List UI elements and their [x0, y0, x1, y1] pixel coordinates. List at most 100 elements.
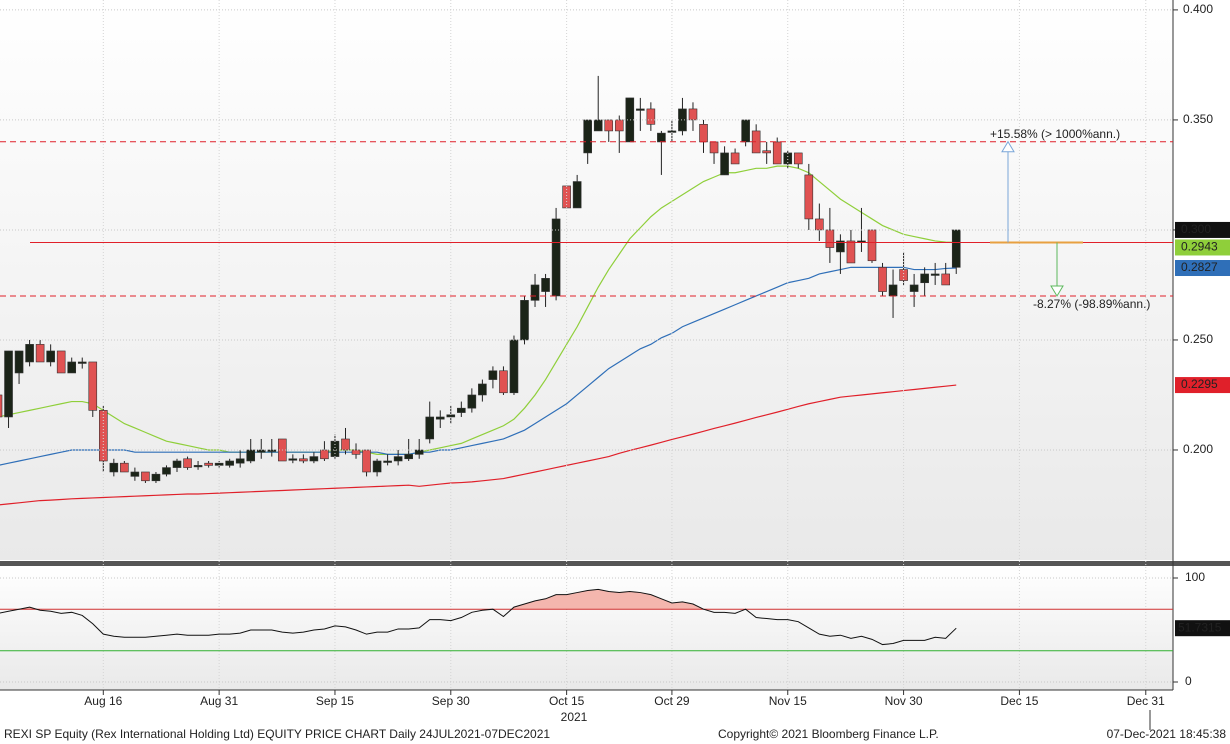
candle-body [330, 440, 340, 457]
candle-body [404, 454, 413, 460]
candle-body [541, 278, 550, 292]
x-tick-label: Dec 31 [1127, 694, 1165, 708]
x-tick-label: Aug 16 [84, 694, 122, 708]
candle-body [709, 141, 719, 154]
ma-label: 0.2295 [1181, 377, 1218, 391]
upper-arrow-head [1001, 140, 1015, 153]
candle-body [699, 124, 708, 143]
rsi-line [0, 588, 957, 646]
candle-body [583, 119, 592, 154]
y-tick-label: 0 [1185, 674, 1192, 688]
x-tick-label: Dec 15 [1000, 694, 1038, 708]
candle-body [793, 152, 803, 165]
candle-body [425, 416, 435, 440]
candle-body [309, 456, 319, 462]
last-price-label: 0.300 [1181, 222, 1211, 236]
price-panel [0, 0, 1173, 560]
candle-body [930, 273, 940, 276]
ma-label-box [1175, 260, 1230, 277]
candle-body [14, 350, 24, 374]
candle-body [499, 370, 508, 394]
candle-body [488, 370, 498, 380]
candle-body [225, 460, 234, 466]
candle-body [941, 273, 951, 286]
candle-body [688, 108, 698, 121]
candle-body [951, 229, 961, 268]
candle-body [299, 458, 308, 462]
candle-body [636, 108, 645, 111]
candle-body [772, 141, 782, 165]
candle-body [351, 449, 361, 455]
candle-body [741, 119, 750, 143]
candle-body [920, 273, 929, 284]
x-tick-label: Aug 31 [200, 694, 238, 708]
rsi-value-box [1175, 620, 1230, 637]
candle-body [804, 174, 814, 220]
x-tick-label: Sep 15 [316, 694, 354, 708]
moving-average [0, 266, 957, 466]
candle-body [362, 449, 371, 473]
candle-body [372, 460, 382, 473]
ma-label: 0.2827 [1181, 260, 1218, 274]
candle-body [825, 229, 835, 248]
timestamp: 07-Dec-2021 18:45:38 [1107, 727, 1227, 741]
candle-body [867, 229, 877, 262]
candle-body [56, 350, 66, 374]
candle-body [235, 458, 245, 464]
candle-body [25, 344, 34, 363]
candle-body [120, 462, 129, 473]
candle-body [183, 458, 192, 468]
candle-body [35, 344, 45, 363]
candle-body [878, 267, 887, 292]
y-tick-label: 100 [1185, 570, 1205, 584]
last-price-label-box [1175, 221, 1230, 238]
candle-body [467, 394, 477, 409]
candle-body [320, 449, 329, 460]
price-plot [0, 75, 961, 506]
candle-body [288, 458, 298, 461]
x-tick-label: Nov 30 [885, 694, 923, 708]
candle-body [383, 460, 392, 463]
year-label: 2021 [561, 710, 588, 724]
rsi-value-label: 51.7315 [1178, 620, 1222, 634]
candle-body [836, 240, 845, 253]
copyright: Copyright© 2021 Bloomberg Finance L.P. [718, 727, 939, 741]
candle-body [899, 269, 908, 281]
x-tick-label: Oct 29 [654, 694, 690, 708]
ma-label: 0.2943 [1181, 240, 1218, 254]
candle-body [162, 467, 171, 475]
candle-body [446, 414, 456, 418]
candle-body [593, 119, 603, 132]
candle-body [730, 152, 740, 165]
chart-title: REXI SP Equity (Rex International Holdin… [4, 727, 550, 741]
x-tick-label: Nov 15 [769, 694, 807, 708]
y-tick-label: 0.250 [1183, 332, 1213, 346]
candle-body [457, 407, 466, 413]
lower-arrow-head [1050, 285, 1064, 297]
candle-body [341, 438, 350, 451]
moving-average [0, 384, 957, 506]
candle-body [4, 350, 13, 418]
y-tick-label: 0.350 [1183, 112, 1213, 126]
candle-body [141, 471, 150, 482]
candle-body [267, 449, 277, 452]
x-tick-label: Sep 30 [432, 694, 470, 708]
candle-body [109, 462, 119, 473]
annotation: +15.58% (> 1000%ann.) [990, 127, 1120, 141]
candle-body [604, 119, 614, 132]
candle-body [783, 152, 793, 165]
candle-body [88, 361, 98, 411]
candle-body [909, 284, 919, 292]
candle-body [762, 150, 771, 154]
candle-body [393, 456, 403, 462]
candle-body [657, 132, 666, 143]
candle-body [551, 218, 561, 297]
candle-body [720, 152, 729, 176]
candle-body [888, 284, 898, 297]
candle-body [678, 108, 687, 132]
candle-body [77, 361, 87, 364]
candle-body [614, 119, 624, 132]
candle-body [130, 471, 140, 477]
ma-label-box [1175, 377, 1230, 394]
